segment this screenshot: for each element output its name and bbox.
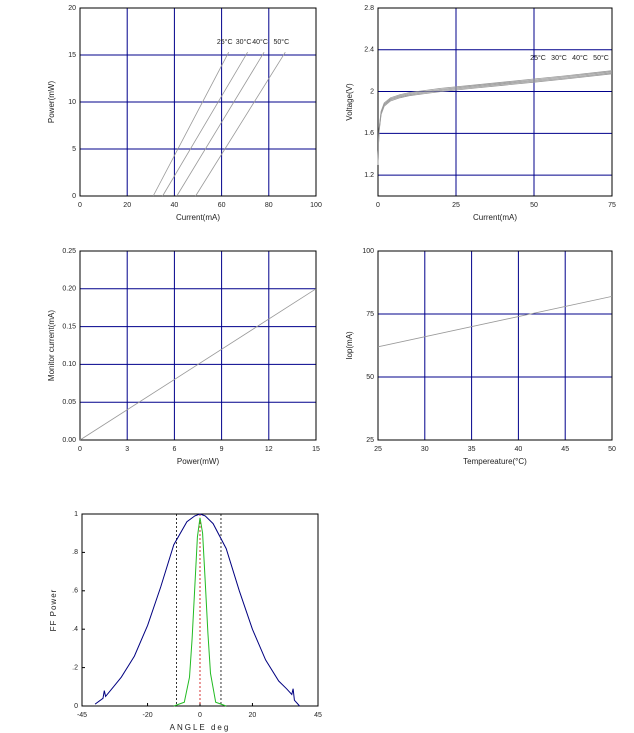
series-label: 30°C	[236, 38, 252, 46]
y-tick-label: 75	[366, 311, 374, 318]
y-tick-label: 5	[72, 146, 76, 153]
x-tick-label: 75	[608, 202, 616, 209]
x-tick-label: 0	[376, 202, 380, 209]
y-axis-label: Iop(mA)	[345, 331, 354, 360]
series-line	[377, 296, 613, 348]
y-tick-label: 100	[362, 248, 374, 255]
y-tick-label: 2	[370, 88, 374, 95]
x-tick-label: 100	[310, 202, 322, 209]
plot-frame	[79, 250, 317, 441]
series-line	[79, 288, 317, 441]
y-tick-label: 0.05	[62, 399, 76, 406]
x-tick-label: 0	[78, 446, 82, 453]
x-axis-label: Current(mA)	[473, 213, 517, 222]
x-tick-label: 60	[218, 202, 226, 209]
x-tick-label: 20	[249, 712, 257, 719]
plot-frame	[377, 250, 613, 441]
y-tick-label: 1.2	[364, 172, 374, 179]
plot-frame	[79, 7, 317, 197]
x-tick-label: 0	[78, 202, 82, 209]
series-label: 40°C	[572, 54, 588, 62]
x-tick-label: 30	[421, 446, 429, 453]
x-axis-label: Current(mA)	[176, 213, 220, 222]
y-tick-label: 2.8	[364, 5, 374, 12]
x-tick-label: 25	[452, 202, 460, 209]
y-tick-label: .2	[72, 664, 78, 671]
x-tick-label: 40	[515, 446, 523, 453]
x-tick-label: 0	[198, 712, 202, 719]
y-tick-label: 50	[366, 374, 374, 381]
series-label: 30°C	[551, 54, 567, 62]
y-tick-label: .8	[72, 549, 78, 556]
chart-panel: 0 20 40 60 80 100 0 5 10 15 20 25°C 30°C 40°C 50°C Curr…	[47, 5, 322, 222]
chart-panel: 0 3 6 9 12 15 0.00 0.05 0.10 0.15 0.20 0.25 Power(mW…	[47, 248, 320, 466]
y-tick-label: 15	[68, 52, 76, 59]
x-tick-label: 9	[220, 446, 224, 453]
chart-panel: 0 25 50 75 1.2 1.6 2 2.4 2.8 25°C 30°C 40°C 50°C Curr…	[345, 5, 616, 222]
x-tick-label: 25	[374, 446, 382, 453]
y-tick-label: 0	[72, 193, 76, 200]
x-tick-label: 20	[123, 202, 131, 209]
y-axis-label: Voltage(V)	[345, 83, 354, 121]
y-tick-label: 2.4	[364, 47, 374, 54]
chart-panel: 25 30 35 40 45 50 25 50 75 100 Tempereature(°C) Iop…	[345, 248, 616, 466]
x-axis-label: ANGLE deg	[170, 723, 231, 732]
series-line	[377, 72, 613, 165]
series-label: 25°C	[530, 54, 546, 62]
x-tick-label: -20	[142, 712, 152, 719]
y-tick-label: 25	[366, 437, 374, 444]
x-tick-label: 35	[468, 446, 476, 453]
y-tick-label: 1.6	[364, 130, 374, 137]
x-tick-label: 6	[172, 446, 176, 453]
x-tick-label: 45	[314, 712, 322, 719]
series-label: 25°C	[217, 38, 233, 46]
series-line	[173, 517, 227, 707]
plot-frame	[377, 7, 613, 197]
y-tick-label: .4	[72, 626, 78, 633]
series-line	[377, 70, 613, 165]
y-tick-label: 0.25	[62, 248, 76, 255]
series-label: 50°C	[593, 54, 609, 62]
series-line	[377, 71, 613, 165]
y-tick-label: 0.10	[62, 361, 76, 368]
series-line	[162, 51, 248, 197]
x-tick-label: 12	[265, 446, 273, 453]
chart-panel: -45 -20 0 20 45 0 .2 .4 .6 .8 1 ANGLE deg FF Power	[49, 511, 322, 732]
series-label: 50°C	[273, 38, 289, 46]
series-line	[152, 52, 230, 197]
x-tick-label: 45	[561, 446, 569, 453]
x-tick-label: 40	[171, 202, 179, 209]
x-tick-label: 15	[312, 446, 320, 453]
x-axis-label: Power(mW)	[177, 457, 220, 466]
y-tick-label: 1	[74, 511, 78, 518]
y-tick-label: 0.15	[62, 323, 76, 330]
series-line	[176, 51, 265, 197]
series-line	[377, 73, 613, 165]
y-tick-label: 10	[68, 99, 76, 106]
y-axis-label: FF Power	[49, 589, 58, 632]
y-tick-label: .6	[72, 588, 78, 595]
series-line	[195, 51, 286, 197]
y-tick-label: 20	[68, 5, 76, 12]
x-axis-label: Tempereature(°C)	[463, 457, 527, 466]
y-tick-label: 0.20	[62, 286, 76, 293]
y-tick-label: 0	[74, 703, 78, 710]
x-tick-label: 50	[608, 446, 616, 453]
x-tick-label: -45	[77, 712, 87, 719]
y-axis-label: Monitor current(mA)	[47, 310, 56, 381]
series-label: 40°C	[252, 38, 268, 46]
y-tick-label: 0.00	[62, 437, 76, 444]
x-tick-label: 50	[530, 202, 538, 209]
series-line	[94, 513, 300, 707]
y-axis-label: Power(mW)	[47, 81, 56, 124]
x-tick-label: 80	[265, 202, 273, 209]
x-tick-label: 3	[125, 446, 129, 453]
